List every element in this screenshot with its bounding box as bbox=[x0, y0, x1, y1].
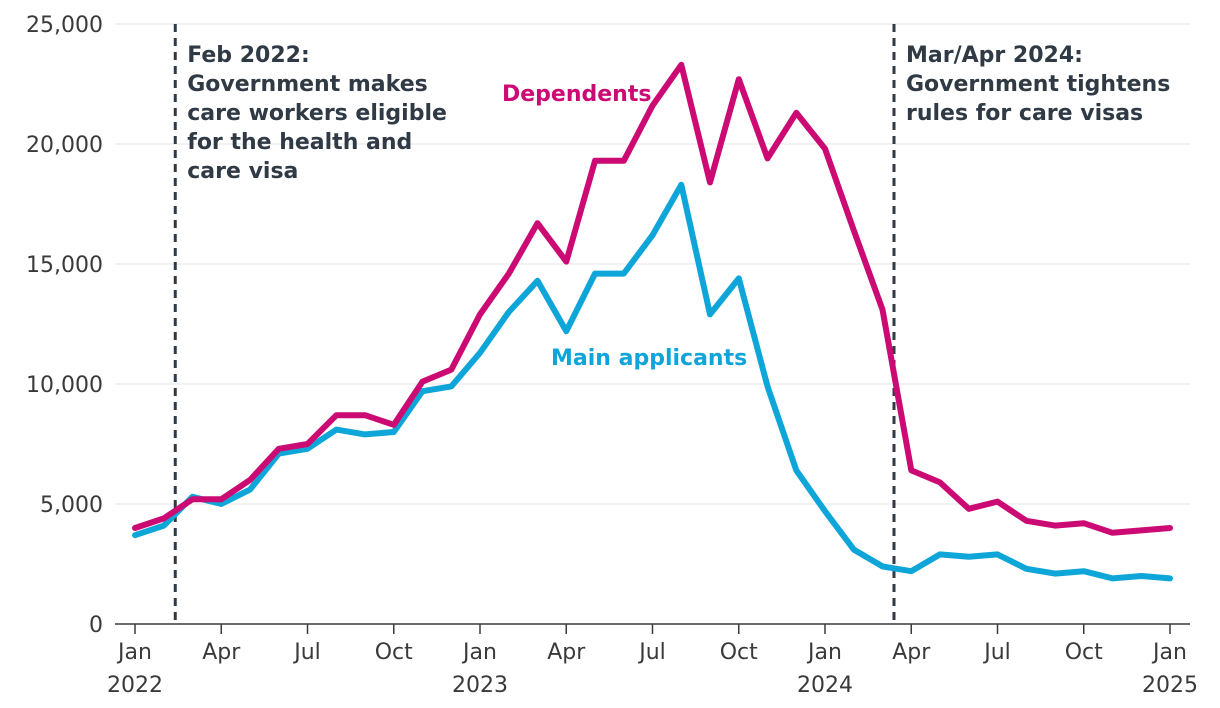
series-lines bbox=[132, 61, 1173, 582]
annotation-text: care workers eligible bbox=[187, 101, 447, 126]
x-tick-label: Apr bbox=[547, 640, 586, 665]
y-tick-label: 15,000 bbox=[26, 253, 103, 278]
y-tick-label: 0 bbox=[89, 613, 103, 638]
y-tick-label: 20,000 bbox=[26, 133, 103, 158]
series-label-dependents: Dependents bbox=[502, 82, 651, 107]
labels: Dependents Main applicants bbox=[502, 82, 747, 371]
annotation-text: rules for care visas bbox=[906, 101, 1143, 126]
y-tick-label: 5,000 bbox=[40, 493, 103, 518]
x-axis: Jan 2022 Apr Jul Oct Jan 2023 Apr Jul Oct Jan 2024 A… bbox=[107, 623, 1198, 698]
annotation-text: care visa bbox=[187, 159, 298, 184]
x-tick-label: Jul bbox=[292, 640, 321, 665]
series-line-dependents bbox=[132, 61, 1173, 536]
y-tick-label: 10,000 bbox=[26, 373, 103, 398]
annotations: Feb 2022: Government makes care workers el… bbox=[187, 43, 1170, 184]
series-line-main-applicants bbox=[132, 181, 1173, 582]
x-tick-label: Oct bbox=[1065, 640, 1103, 665]
annotation-text: Mar/Apr 2024: bbox=[906, 43, 1083, 68]
series-label-main-applicants: Main applicants bbox=[551, 346, 747, 371]
annotation-text: Government makes bbox=[187, 72, 427, 97]
x-tick-label: Jan bbox=[116, 640, 152, 665]
annotation-text: Government tightens bbox=[906, 72, 1170, 97]
x-tick-year-label: 2022 bbox=[107, 673, 163, 698]
x-tick-label: Apr bbox=[202, 640, 241, 665]
annotation-text: Feb 2022: bbox=[187, 43, 310, 68]
x-tick-label: Oct bbox=[375, 640, 413, 665]
x-tick-year-label: 2024 bbox=[797, 673, 853, 698]
x-tick-label: Jul bbox=[637, 640, 666, 665]
y-axis: 0 5,000 10,000 15,000 20,000 25,000 bbox=[26, 13, 103, 638]
event-markers bbox=[173, 24, 896, 624]
x-tick-label: Jan bbox=[461, 640, 497, 665]
x-tick-label: Oct bbox=[720, 640, 758, 665]
y-tick-label: 25,000 bbox=[26, 13, 103, 38]
annotation-text: for the health and bbox=[187, 130, 412, 155]
x-tick-year-label: 2023 bbox=[452, 673, 508, 698]
x-tick-label: Jan bbox=[1151, 640, 1187, 665]
gridlines bbox=[115, 23, 1190, 505]
x-tick-label: Apr bbox=[892, 640, 931, 665]
x-tick-label: Jul bbox=[982, 640, 1011, 665]
x-tick-label: Jan bbox=[806, 640, 842, 665]
x-tick-year-label: 2025 bbox=[1142, 673, 1198, 698]
